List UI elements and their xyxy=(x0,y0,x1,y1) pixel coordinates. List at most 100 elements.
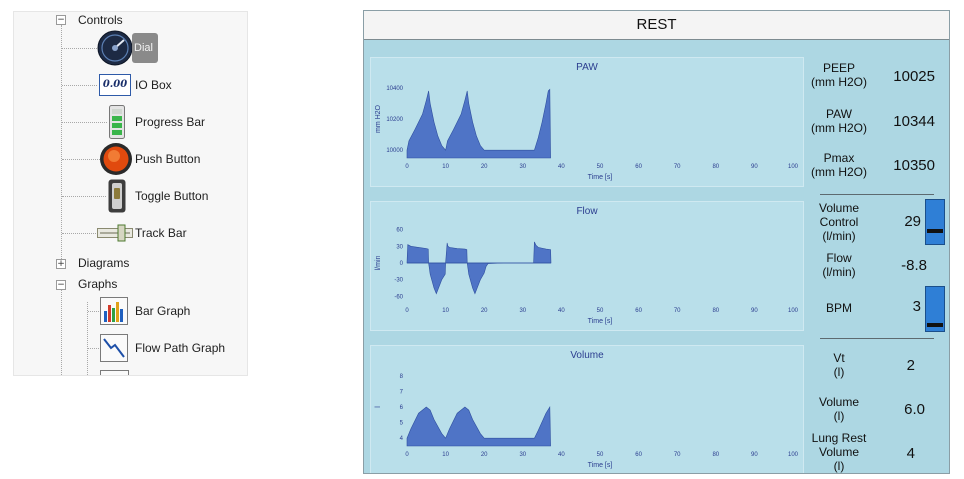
x-tick-label: 30 xyxy=(519,452,526,458)
pmax-label: Pmax (mm H2O) xyxy=(811,151,867,179)
section-divider xyxy=(820,338,934,339)
flow-value: -8.8 xyxy=(901,257,927,274)
expand-toggle-diagrams[interactable]: + xyxy=(56,259,66,269)
tree-guide-line xyxy=(62,159,100,160)
bar-graph-icon xyxy=(100,297,128,325)
tree-guide-line xyxy=(62,122,107,123)
tree-item-track-bar[interactable]: Track Bar xyxy=(135,226,187,240)
graph-item-icon xyxy=(100,370,129,375)
x-tick-label: 50 xyxy=(597,452,604,458)
x-tick-label: 80 xyxy=(712,164,719,170)
volume-chart-plot: 0 10 20 30 40 50 60 70 80 90 100 4 5 6 7 8 Time [s] l xyxy=(375,374,799,469)
y-tick-label: -30 xyxy=(394,278,403,284)
tree-guide-line xyxy=(62,48,97,49)
tree-guide-line xyxy=(62,196,106,197)
dial-icon xyxy=(97,30,133,66)
tree-guide-line xyxy=(87,302,88,375)
x-tick-label: 40 xyxy=(558,308,565,314)
vt-value: 2 xyxy=(906,357,915,374)
tree-item-flow-path-graph[interactable]: Flow Path Graph xyxy=(135,341,226,355)
track-bar-icon xyxy=(97,224,133,242)
x-tick-label: 70 xyxy=(674,164,681,170)
x-axis-label: Time [s] xyxy=(588,174,613,181)
y-tick-label: 0 xyxy=(400,261,404,267)
toggle-button-icon xyxy=(108,179,126,213)
volume-control-value: 29 xyxy=(904,213,921,230)
peep-label: PEEP (mm H2O) xyxy=(811,61,867,89)
flow-chart: Flow 0 10 20 30 40 50 60 70 80 90 100 60 30 0 -30 -60 Ti… xyxy=(370,201,804,331)
y-tick-label: 10000 xyxy=(386,148,403,154)
x-tick-label: 20 xyxy=(481,452,488,458)
y-axis-label: mm H2O xyxy=(375,104,382,133)
series-area xyxy=(406,88,551,159)
lung-rest-volume-label: Lung Rest Volume (l) xyxy=(811,431,867,473)
paw-chart-plot: 0 10 20 30 40 50 60 70 80 90 100 10000 10200 10400 Tim… xyxy=(375,86,799,181)
x-tick-label: 100 xyxy=(788,164,799,170)
tree-item-toggle-button[interactable]: Toggle Button xyxy=(135,189,209,203)
y-tick-label: 10400 xyxy=(386,86,403,92)
collapse-toggle-graphs[interactable]: − xyxy=(56,280,66,290)
section-divider xyxy=(820,194,934,195)
dial-label-highlight[interactable]: Dial xyxy=(132,33,158,63)
tree-item-progress-bar[interactable]: Progress Bar xyxy=(135,115,206,129)
y-tick-label: 5 xyxy=(400,421,404,427)
x-tick-label: 40 xyxy=(558,452,565,458)
collapse-toggle-controls[interactable]: − xyxy=(56,15,66,25)
paw-value: 10344 xyxy=(893,113,935,130)
x-tick-label: 60 xyxy=(635,164,642,170)
tree-guide-line xyxy=(88,348,99,349)
x-tick-label: 60 xyxy=(635,308,642,314)
y-tick-label: 4 xyxy=(400,436,404,442)
x-tick-label: 80 xyxy=(712,308,719,314)
y-tick-label: 30 xyxy=(396,244,403,250)
y-axis-label: l xyxy=(375,406,382,408)
pmax-value: 10350 xyxy=(893,157,935,174)
x-tick-label: 0 xyxy=(405,164,409,170)
series-area xyxy=(406,405,551,447)
tree-guide-line xyxy=(61,25,62,269)
x-tick-label: 70 xyxy=(674,308,681,314)
x-tick-label: 20 xyxy=(481,308,488,314)
flow-path-graph-icon xyxy=(100,334,128,362)
volume-control-label: Volume Control (l/min) xyxy=(818,201,860,243)
slider-thumb[interactable] xyxy=(927,323,943,327)
x-tick-label: 40 xyxy=(558,164,565,170)
chart-title: PAW xyxy=(576,62,598,73)
x-axis-label: Time [s] xyxy=(588,318,613,325)
x-tick-label: 70 xyxy=(674,452,681,458)
tree-node-controls[interactable]: Controls xyxy=(78,13,123,27)
y-tick-label: 10200 xyxy=(386,117,403,123)
x-tick-label: 0 xyxy=(405,308,409,314)
volume-control-slider[interactable] xyxy=(925,199,945,245)
y-tick-label: 6 xyxy=(400,405,404,411)
tree-item-bar-graph[interactable]: Bar Graph xyxy=(135,304,191,318)
bpm-slider[interactable] xyxy=(925,286,945,332)
x-tick-label: 90 xyxy=(751,164,758,170)
volume-chart: Volume 0 10 20 30 40 50 60 70 80 90 100 4 5 6 7 8 Time [… xyxy=(370,345,804,473)
x-tick-label: 80 xyxy=(712,452,719,458)
tree-item-push-button[interactable]: Push Button xyxy=(135,152,201,166)
x-tick-label: 30 xyxy=(519,164,526,170)
tree-guide-line xyxy=(88,311,99,312)
x-tick-label: 100 xyxy=(788,452,799,458)
bpm-value: 3 xyxy=(912,298,921,315)
x-tick-label: 0 xyxy=(405,452,409,458)
ventilator-panel: REST PAW 0 10 20 30 40 50 60 70 80 90 100 10000 1020… xyxy=(363,10,950,474)
x-tick-label: 90 xyxy=(751,308,758,314)
y-tick-label: 8 xyxy=(400,374,404,380)
tree-item-dial: Dial xyxy=(134,42,153,54)
x-tick-label: 50 xyxy=(597,164,604,170)
push-button-icon xyxy=(100,143,132,175)
bpm-label: BPM xyxy=(825,301,852,315)
tree-node-diagrams[interactable]: Diagrams xyxy=(78,256,130,270)
y-tick-label: -60 xyxy=(394,294,403,300)
tree-item-io-box[interactable]: IO Box xyxy=(135,78,172,92)
io-box-icon: 0.00 xyxy=(99,74,131,96)
panel-title: REST xyxy=(364,11,949,40)
x-tick-label: 30 xyxy=(519,308,526,314)
x-tick-label: 90 xyxy=(751,452,758,458)
chart-title: Flow xyxy=(576,206,598,217)
paw-chart: PAW 0 10 20 30 40 50 60 70 80 90 100 10000 10200 1040… xyxy=(370,57,804,187)
tree-node-graphs[interactable]: Graphs xyxy=(78,277,118,291)
slider-thumb[interactable] xyxy=(927,228,943,233)
